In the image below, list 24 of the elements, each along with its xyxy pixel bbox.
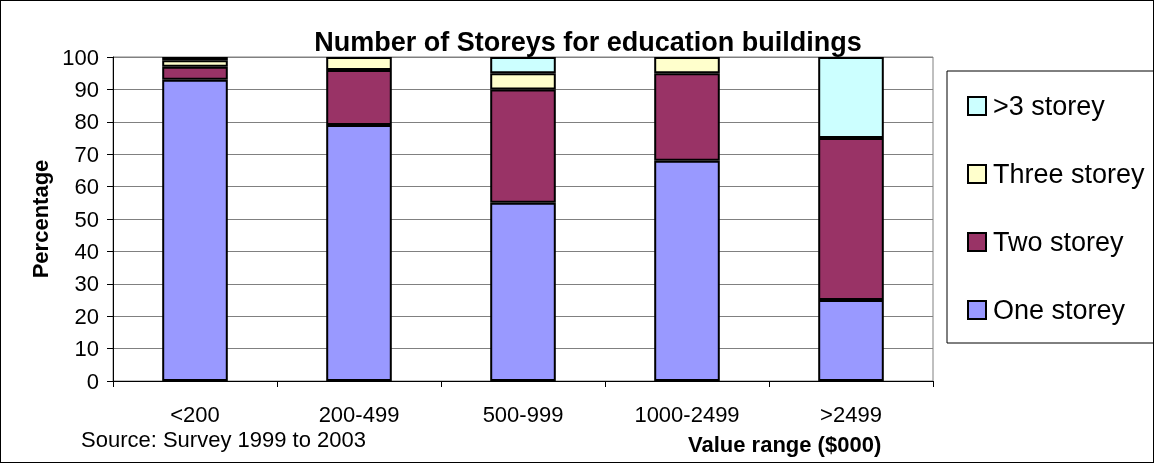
y-tick-label: 100	[62, 44, 99, 70]
x-tick-label: 200-499	[318, 401, 400, 427]
y-tick-label: 40	[74, 238, 99, 264]
chart-title: Number of Storeys for education buildings	[314, 26, 862, 57]
legend-label: Three storey	[993, 159, 1146, 189]
y-tick-label: 70	[74, 141, 99, 167]
x-tick-label: 1000-2499	[634, 401, 740, 427]
source-note: Source: Survey 1999 to 2003	[81, 426, 366, 452]
legend-label: One storey	[993, 295, 1126, 325]
y-tick-label: 60	[74, 174, 99, 200]
x-tick-label: >2499	[820, 401, 882, 427]
y-tick-label: 10	[74, 336, 99, 362]
legend-label: >3 storey	[993, 91, 1106, 121]
x-tick-label: 500-999	[482, 401, 564, 427]
x-axis-title: Value range ($000)	[688, 431, 882, 457]
y-tick-label: 30	[74, 271, 99, 297]
y-tick-label: 80	[74, 109, 99, 135]
y-axis-title: Percentage	[27, 159, 53, 279]
y-tick-label: 90	[74, 76, 99, 102]
legend-label: Two storey	[993, 227, 1125, 257]
y-tick-label: 20	[74, 303, 99, 329]
x-tick-label: <200	[170, 401, 220, 427]
y-tick-label: 0	[86, 368, 99, 394]
y-tick-label: 50	[74, 206, 99, 232]
